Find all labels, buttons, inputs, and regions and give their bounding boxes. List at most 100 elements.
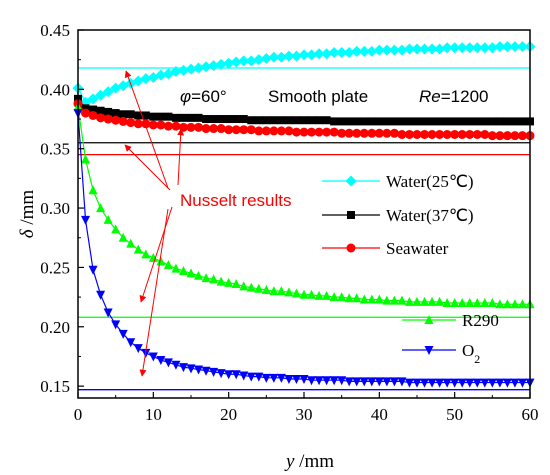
data-point (261, 284, 271, 294)
data-point (337, 292, 347, 302)
data-point (329, 376, 339, 386)
data-point (516, 41, 528, 53)
data-point (465, 117, 474, 126)
data-point (111, 320, 121, 330)
data-point (133, 119, 143, 129)
data-point (396, 44, 408, 56)
data-point (277, 116, 286, 125)
data-point (148, 252, 158, 262)
data-point (111, 109, 120, 118)
nusselt-lines (78, 67, 530, 391)
data-point (230, 56, 242, 68)
data-point (366, 45, 378, 57)
data-point (179, 113, 188, 122)
data-point (155, 69, 167, 81)
data-point (487, 378, 497, 388)
data-point (510, 299, 520, 309)
data-point (352, 377, 362, 387)
data-point (487, 298, 497, 308)
legend-item-2: Water(37℃) (322, 206, 474, 225)
y-tick-label: 0.40 (40, 80, 70, 99)
data-point (194, 365, 204, 375)
re-var: Re (419, 87, 441, 106)
data-point (209, 274, 219, 284)
data-point (149, 112, 158, 121)
y-axis-var: δ (17, 228, 38, 238)
data-point (510, 117, 519, 126)
legend-label-main: Seawater (386, 239, 449, 258)
data-point (81, 215, 91, 225)
data-point (224, 370, 234, 380)
data-point (290, 50, 302, 62)
series-4 (73, 102, 535, 309)
data-point (442, 378, 452, 388)
legend-label-main: Water(37℃) (386, 206, 474, 225)
data-point (224, 125, 234, 135)
data-point (254, 116, 263, 125)
data-point (419, 43, 431, 55)
data-point (254, 372, 264, 382)
data-point (374, 128, 384, 138)
data-point (283, 50, 295, 62)
data-point (307, 116, 316, 125)
x-tick-label: 50 (446, 405, 463, 424)
data-point (118, 329, 128, 339)
data-point (441, 42, 453, 54)
legend-item-3: Seawater (322, 239, 449, 258)
data-point (458, 117, 467, 126)
legend-marker (424, 315, 434, 324)
data-point (443, 117, 452, 126)
data-point (291, 127, 301, 137)
data-point (487, 131, 497, 141)
y-tick-label: 0.15 (40, 377, 70, 396)
data-point (486, 42, 498, 54)
data-point (284, 287, 294, 297)
data-point (374, 377, 384, 387)
data-point (358, 45, 370, 57)
data-point (284, 116, 293, 125)
data-point (246, 125, 256, 135)
data-point (382, 128, 392, 138)
legend-label: O2 (462, 341, 480, 366)
legend-marker (345, 175, 357, 187)
legend-item-4: R290 (402, 311, 499, 330)
data-point (404, 296, 414, 306)
data-point (156, 356, 166, 366)
data-point (141, 249, 151, 259)
data-point (472, 298, 482, 308)
data-point (299, 375, 309, 385)
data-point (200, 61, 212, 73)
data-point (322, 290, 332, 300)
data-point (307, 289, 317, 299)
x-tick-label: 40 (371, 405, 388, 424)
data-point (427, 129, 437, 139)
data-point (329, 292, 339, 302)
data-point (81, 154, 91, 164)
data-point (134, 111, 143, 120)
data-point (389, 128, 399, 138)
data-point (434, 43, 446, 55)
data-point (389, 295, 399, 305)
data-point (411, 43, 423, 55)
data-point (457, 378, 467, 388)
legend-marker (347, 211, 355, 219)
data-point (382, 295, 392, 305)
y-axis-title: δ /mm (17, 190, 38, 239)
data-point (299, 289, 309, 299)
phi-annotation: φ=60° (180, 87, 227, 106)
data-point (126, 110, 135, 119)
data-point (518, 117, 527, 126)
data-point (495, 117, 504, 126)
data-point (291, 288, 301, 298)
data-point (201, 124, 211, 134)
data-point (171, 113, 180, 122)
data-point (126, 338, 136, 348)
data-point (254, 283, 264, 293)
data-point (471, 42, 483, 54)
legend-marker (346, 243, 356, 253)
data-point (178, 363, 188, 373)
data-point (403, 43, 415, 55)
data-point (118, 116, 128, 126)
data-point (510, 131, 520, 141)
data-point (426, 43, 438, 55)
